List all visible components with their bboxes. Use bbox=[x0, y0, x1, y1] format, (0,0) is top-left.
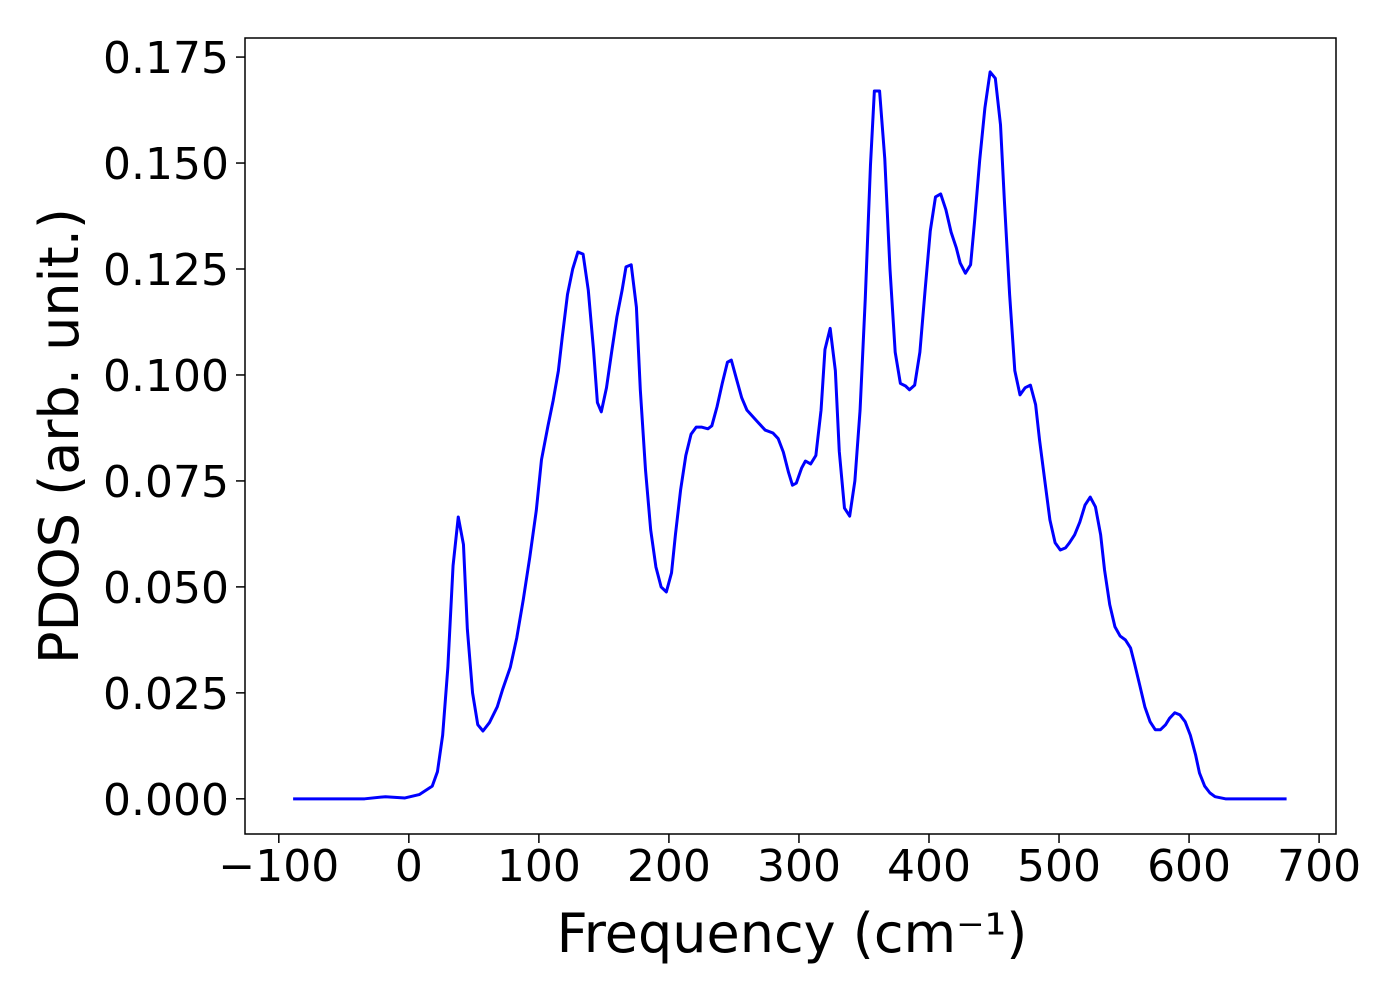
x-tick-label: 600 bbox=[1147, 841, 1231, 892]
axes-frame bbox=[244, 37, 1337, 835]
y-axis-label: PDOS (arb. unit.) bbox=[28, 208, 91, 664]
ticks: −100 0 100 200 300 400 500 600 700 0.000 0.025 0.05… bbox=[103, 33, 1361, 892]
x-tick-label: 300 bbox=[757, 841, 841, 892]
plot-area bbox=[293, 70, 1287, 801]
y-tick-label: 0.125 bbox=[103, 245, 229, 296]
y-tick-label: 0.075 bbox=[103, 457, 229, 508]
x-tick-label: 200 bbox=[627, 841, 711, 892]
x-tick-label: 0 bbox=[395, 841, 423, 892]
y-tick-label: 0.025 bbox=[103, 669, 229, 720]
x-tick-label: 700 bbox=[1277, 841, 1361, 892]
pdos-line bbox=[293, 70, 1287, 801]
x-tick-label: 400 bbox=[887, 841, 971, 892]
y-tick-label: 0.150 bbox=[103, 139, 229, 190]
y-tick-label: 0.100 bbox=[103, 351, 229, 402]
y-tick-label: 0.000 bbox=[103, 775, 229, 826]
x-axis-label: Frequency (cm⁻¹) bbox=[557, 902, 1028, 965]
x-tick-label: 100 bbox=[497, 841, 581, 892]
y-tick-label: 0.175 bbox=[103, 33, 229, 84]
x-tick-label: −100 bbox=[218, 841, 339, 892]
y-tick-label: 0.050 bbox=[103, 563, 229, 614]
x-tick-label: 500 bbox=[1017, 841, 1101, 892]
